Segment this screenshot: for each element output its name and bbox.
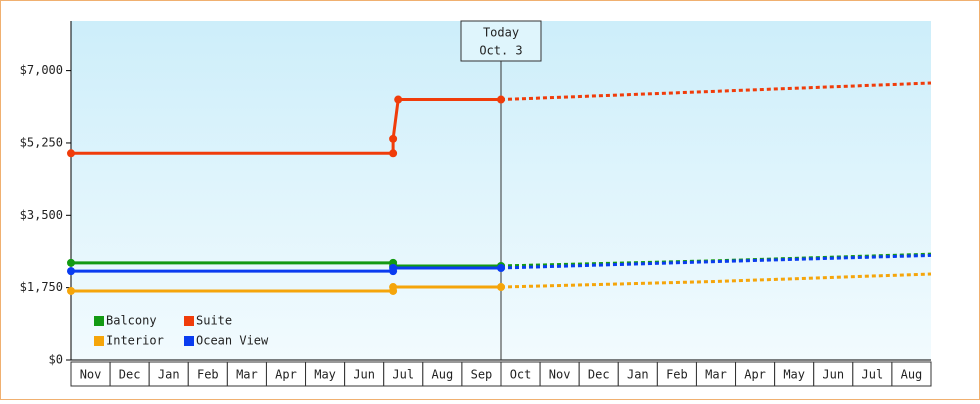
price-marker bbox=[394, 95, 403, 104]
price-marker bbox=[67, 258, 75, 267]
forecast-line bbox=[500, 272, 932, 289]
price-marker bbox=[67, 149, 75, 158]
x-cell bbox=[578, 361, 619, 387]
legend-swatch bbox=[184, 336, 194, 346]
legend-label: Suite bbox=[196, 314, 232, 328]
y-tick-label: $1,750 bbox=[20, 280, 63, 294]
x-tick-label: May bbox=[314, 368, 336, 382]
x-tick-label: Jun bbox=[353, 368, 375, 382]
x-cell bbox=[109, 361, 150, 387]
price-marker bbox=[389, 149, 398, 158]
forecast-line bbox=[500, 81, 932, 102]
x-tick-label: Oct bbox=[510, 368, 532, 382]
price-marker bbox=[497, 283, 505, 292]
x-tick-label: Mar bbox=[236, 368, 258, 382]
x-cell bbox=[265, 361, 307, 387]
x-tick-label: Dec bbox=[119, 368, 141, 382]
x-cell bbox=[539, 361, 580, 387]
x-tick-label: Jul bbox=[392, 368, 414, 382]
x-cell bbox=[891, 361, 932, 387]
x-tick-label: May bbox=[783, 368, 805, 382]
legend-swatch bbox=[184, 316, 194, 326]
x-tick-label: Jun bbox=[822, 368, 844, 382]
x-cell bbox=[461, 361, 502, 387]
x-tick-label: Jan bbox=[158, 368, 180, 382]
x-tick-label: Apr bbox=[744, 368, 766, 382]
x-cell bbox=[500, 361, 541, 387]
price-marker bbox=[389, 264, 398, 273]
x-cell bbox=[70, 361, 111, 387]
x-tick-label: Aug bbox=[432, 368, 454, 382]
price-marker bbox=[497, 95, 505, 104]
price-marker bbox=[67, 267, 75, 276]
x-cell bbox=[383, 361, 424, 387]
legend-label: Interior bbox=[106, 334, 164, 348]
x-tick-label: Sep bbox=[471, 368, 493, 382]
today-label: Oct. 3 bbox=[479, 44, 522, 58]
x-cell bbox=[735, 361, 776, 387]
x-tick-label: Feb bbox=[666, 368, 688, 382]
price-marker bbox=[497, 264, 505, 273]
y-tick-label: $0 bbox=[49, 353, 63, 367]
price-marker bbox=[67, 286, 75, 295]
x-cell bbox=[617, 361, 658, 387]
x-tick-label: Mar bbox=[705, 368, 727, 382]
forecast-line bbox=[500, 253, 932, 270]
legend-swatch bbox=[94, 316, 104, 326]
x-cell bbox=[344, 361, 385, 387]
x-cell bbox=[656, 361, 697, 387]
legend-swatch bbox=[94, 336, 104, 346]
x-tick-label: Nov bbox=[80, 368, 102, 382]
x-cell bbox=[774, 361, 815, 387]
legend-label: Ocean View bbox=[196, 334, 269, 348]
price-marker bbox=[389, 134, 398, 143]
today-label: Today bbox=[483, 26, 519, 40]
x-cell bbox=[695, 361, 737, 387]
y-tick-label: $3,500 bbox=[20, 208, 63, 222]
x-tick-label: Feb bbox=[197, 368, 219, 382]
price-marker bbox=[389, 283, 398, 292]
legend-label: Balcony bbox=[106, 314, 157, 328]
today-box bbox=[460, 20, 542, 62]
x-tick-label: Jan bbox=[627, 368, 649, 382]
x-tick-label: Jul bbox=[862, 368, 884, 382]
y-tick-label: $5,250 bbox=[20, 135, 63, 149]
y-tick-label: $7,000 bbox=[20, 63, 63, 77]
x-cell bbox=[305, 361, 346, 387]
x-tick-label: Aug bbox=[901, 368, 923, 382]
x-cell bbox=[813, 361, 854, 387]
x-tick-label: Nov bbox=[549, 368, 571, 382]
x-tick-label: Apr bbox=[275, 368, 297, 382]
x-tick-label: Dec bbox=[588, 368, 610, 382]
